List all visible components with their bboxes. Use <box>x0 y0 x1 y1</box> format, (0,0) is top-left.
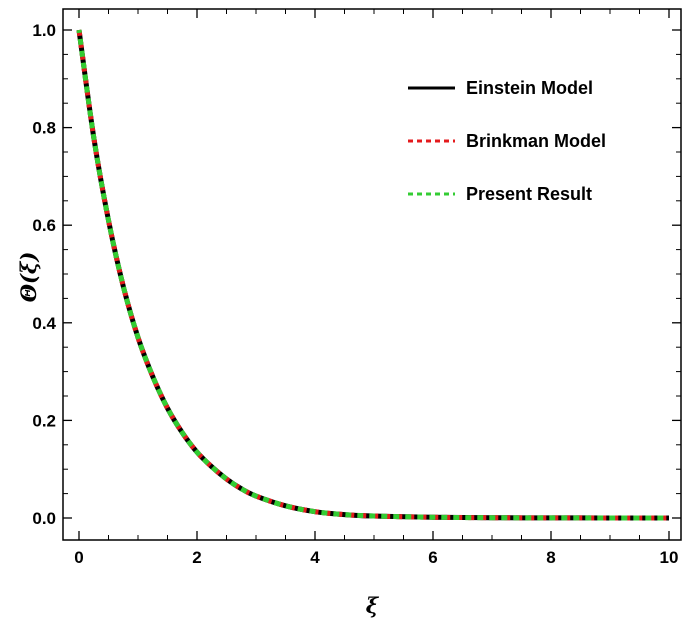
y-tick-label: 0.0 <box>32 509 56 528</box>
legend-label: Brinkman Model <box>466 131 606 151</box>
y-tick-label: 0.4 <box>32 314 56 333</box>
x-tick-label: 2 <box>192 548 201 567</box>
x-tick-label: 8 <box>546 548 555 567</box>
series-line-present-result <box>76 29 670 521</box>
series-line-brinkman-model <box>76 29 670 521</box>
x-tick-label: 4 <box>310 548 320 567</box>
series-line-einstein-model <box>76 29 670 521</box>
y-tick-label: 1.0 <box>32 21 56 40</box>
x-tick-label: 10 <box>660 548 679 567</box>
x-tick-label: 0 <box>74 548 83 567</box>
tick-labels: 0 2 4 6 8 10 0.0 0.2 0.4 0.6 0.8 1.0 <box>32 21 678 567</box>
y-tick-label: 0.6 <box>32 216 56 235</box>
legend-label: Present Result <box>466 184 592 204</box>
axis-ticks <box>63 9 681 540</box>
x-axis-label: ξ <box>366 593 380 618</box>
legend: Einstein Model Brinkman Model Present Resu… <box>408 78 606 204</box>
y-tick-label: 0.2 <box>32 411 56 430</box>
legend-label: Einstein Model <box>466 78 593 98</box>
x-tick-label: 6 <box>428 548 437 567</box>
y-axis-label: Θ(ξ) <box>16 252 41 303</box>
y-tick-label: 0.8 <box>32 119 56 138</box>
series-lines <box>76 29 670 521</box>
